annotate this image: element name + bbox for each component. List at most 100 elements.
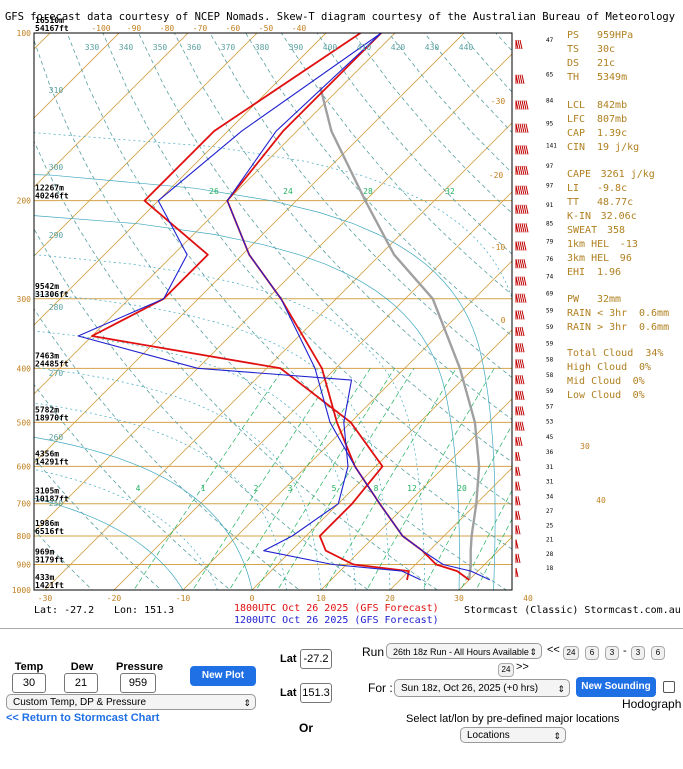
index-label: TS	[567, 44, 579, 55]
isotherm-top-label: -50	[259, 24, 274, 33]
mode-select[interactable]: Custom Temp, DP & Pressure	[6, 694, 256, 711]
pressure-tick-label: 200	[17, 197, 32, 206]
wind-barb-feather	[521, 359, 525, 369]
index-label: PS	[567, 30, 579, 41]
wind-barb-feather	[519, 436, 523, 447]
index-value: 1.96	[597, 267, 621, 278]
height-m-label: 4356m	[35, 449, 59, 458]
theta-label: 410	[357, 43, 372, 52]
height-m-label: 3105m	[35, 487, 59, 496]
lon-input[interactable]: 151.3	[300, 683, 332, 703]
return-link[interactable]: << Return to Stormcast Chart	[6, 712, 160, 724]
wind-barb-feather	[517, 39, 521, 50]
wind-barb-feather	[523, 165, 527, 176]
nav-dash: -	[623, 645, 627, 657]
legend-red: 1800UTC Oct 26 2025 (GFS Forecast)	[234, 603, 439, 614]
wind-barb-feather	[515, 223, 519, 233]
nav-prev[interactable]: <<	[547, 644, 560, 656]
lat-input[interactable]: -27.2	[300, 649, 332, 669]
wind-barb-feather	[519, 241, 523, 251]
wind-barb-feather	[517, 481, 521, 491]
mixing-ratio-line	[255, 368, 395, 590]
isotherm-line	[34, 53, 512, 533]
wind-barb	[515, 481, 521, 491]
wind-barb-feather	[519, 343, 523, 353]
dewpoint-input[interactable]: 21	[64, 673, 98, 693]
wind-speed-label: 34	[546, 493, 554, 500]
new-plot-button[interactable]: New Plot	[190, 666, 256, 686]
height-ft-label: 3179ft	[35, 556, 64, 565]
wind-barb-feather	[515, 145, 519, 155]
wind-barb-feather	[517, 165, 521, 176]
mixing-ratio-line	[366, 368, 495, 590]
nav-pill-6[interactable]: 24	[498, 663, 514, 677]
locations-select[interactable]: Locations	[460, 727, 566, 744]
index-label: CIN	[567, 142, 585, 153]
index-value: -13	[620, 239, 638, 250]
isotherm-line	[389, 467, 512, 590]
wind-barb-feather	[519, 390, 523, 400]
nav-next[interactable]: >>	[516, 661, 529, 673]
wind-barb	[515, 185, 529, 195]
new-sounding-button[interactable]: New Sounding	[576, 677, 656, 697]
isotherm-line	[34, 33, 189, 188]
nav-pill-5[interactable]: 6	[651, 646, 665, 660]
run-select[interactable]: 26th 18z Run - All Hours Available	[386, 643, 542, 660]
wind-barb	[515, 74, 525, 84]
index-label: LFC	[567, 114, 585, 125]
wind-barb-feather	[519, 326, 523, 337]
index-value: 959HPa	[597, 30, 633, 41]
index-value: 32mm	[597, 294, 621, 305]
index-label: 3km HEL	[567, 253, 609, 264]
index-value: 0%	[639, 362, 651, 373]
for-select[interactable]: Sun 18z, Oct 26, 2025 (+0 hrs)	[394, 679, 570, 698]
index-label: PW	[567, 294, 580, 305]
index-label: High Cloud	[567, 362, 627, 373]
nav-pill-4[interactable]: 3	[631, 646, 645, 660]
index-label: K-IN	[567, 211, 591, 222]
lon-label: Lat	[280, 687, 297, 699]
wind-barb	[515, 451, 521, 462]
wind-barb-feather	[523, 276, 527, 286]
wind-barb-feather	[521, 259, 525, 269]
wind-barb-feather	[525, 100, 529, 110]
wind-barb-feather	[515, 496, 519, 506]
wind-speed-label: 59	[546, 340, 554, 347]
wind-barb-feather	[521, 343, 525, 353]
index-label: Total Cloud	[567, 348, 633, 359]
temp-tick-label: 0	[250, 594, 255, 603]
wind-barb	[515, 406, 525, 416]
wind-barb-feather	[515, 39, 519, 50]
wind-barb-feather	[523, 241, 527, 251]
dry-adiabat	[34, 307, 300, 590]
nav-pill-2[interactable]: 3	[605, 646, 619, 660]
wind-speed-label: 57	[546, 403, 554, 410]
wind-barb-feather	[519, 223, 523, 233]
nav-pill-0[interactable]: 24	[563, 646, 579, 660]
wind-barb-feather	[517, 390, 521, 400]
isotherm-top-label: -40	[292, 24, 307, 33]
nav-pill-1[interactable]: 6	[585, 646, 599, 660]
height-ft-label: 10187ft	[35, 495, 69, 504]
wind-speed-label: 45	[546, 434, 554, 441]
wind-barb-feather	[523, 185, 527, 195]
wind-barb-feather	[517, 185, 521, 195]
wind-speed-label: 31	[546, 464, 554, 471]
wind-barb-feather	[515, 343, 519, 353]
mixing-ratio-line	[277, 368, 415, 590]
wind-barb-feather	[523, 145, 527, 155]
theta-label: 400	[323, 43, 338, 52]
index-value: 34%	[645, 348, 663, 359]
wind-speed-label: 47	[546, 37, 554, 44]
wind-barb-feather	[519, 310, 523, 320]
pressure-input[interactable]: 959	[120, 673, 156, 693]
skewt-chart: GFS forecast data courtesy of NCEP Nomad…	[5, 11, 681, 626]
temp-input[interactable]: 30	[12, 673, 46, 693]
moist-adiabat	[34, 132, 512, 299]
wind-barb-feather	[517, 496, 521, 506]
wind-barb-feather	[521, 293, 525, 303]
wind-barb-feather	[515, 466, 519, 477]
hodograph-checkbox[interactable]	[663, 681, 675, 693]
height-m-label: 5782m	[35, 405, 59, 414]
wind-barb-feather	[523, 293, 527, 303]
